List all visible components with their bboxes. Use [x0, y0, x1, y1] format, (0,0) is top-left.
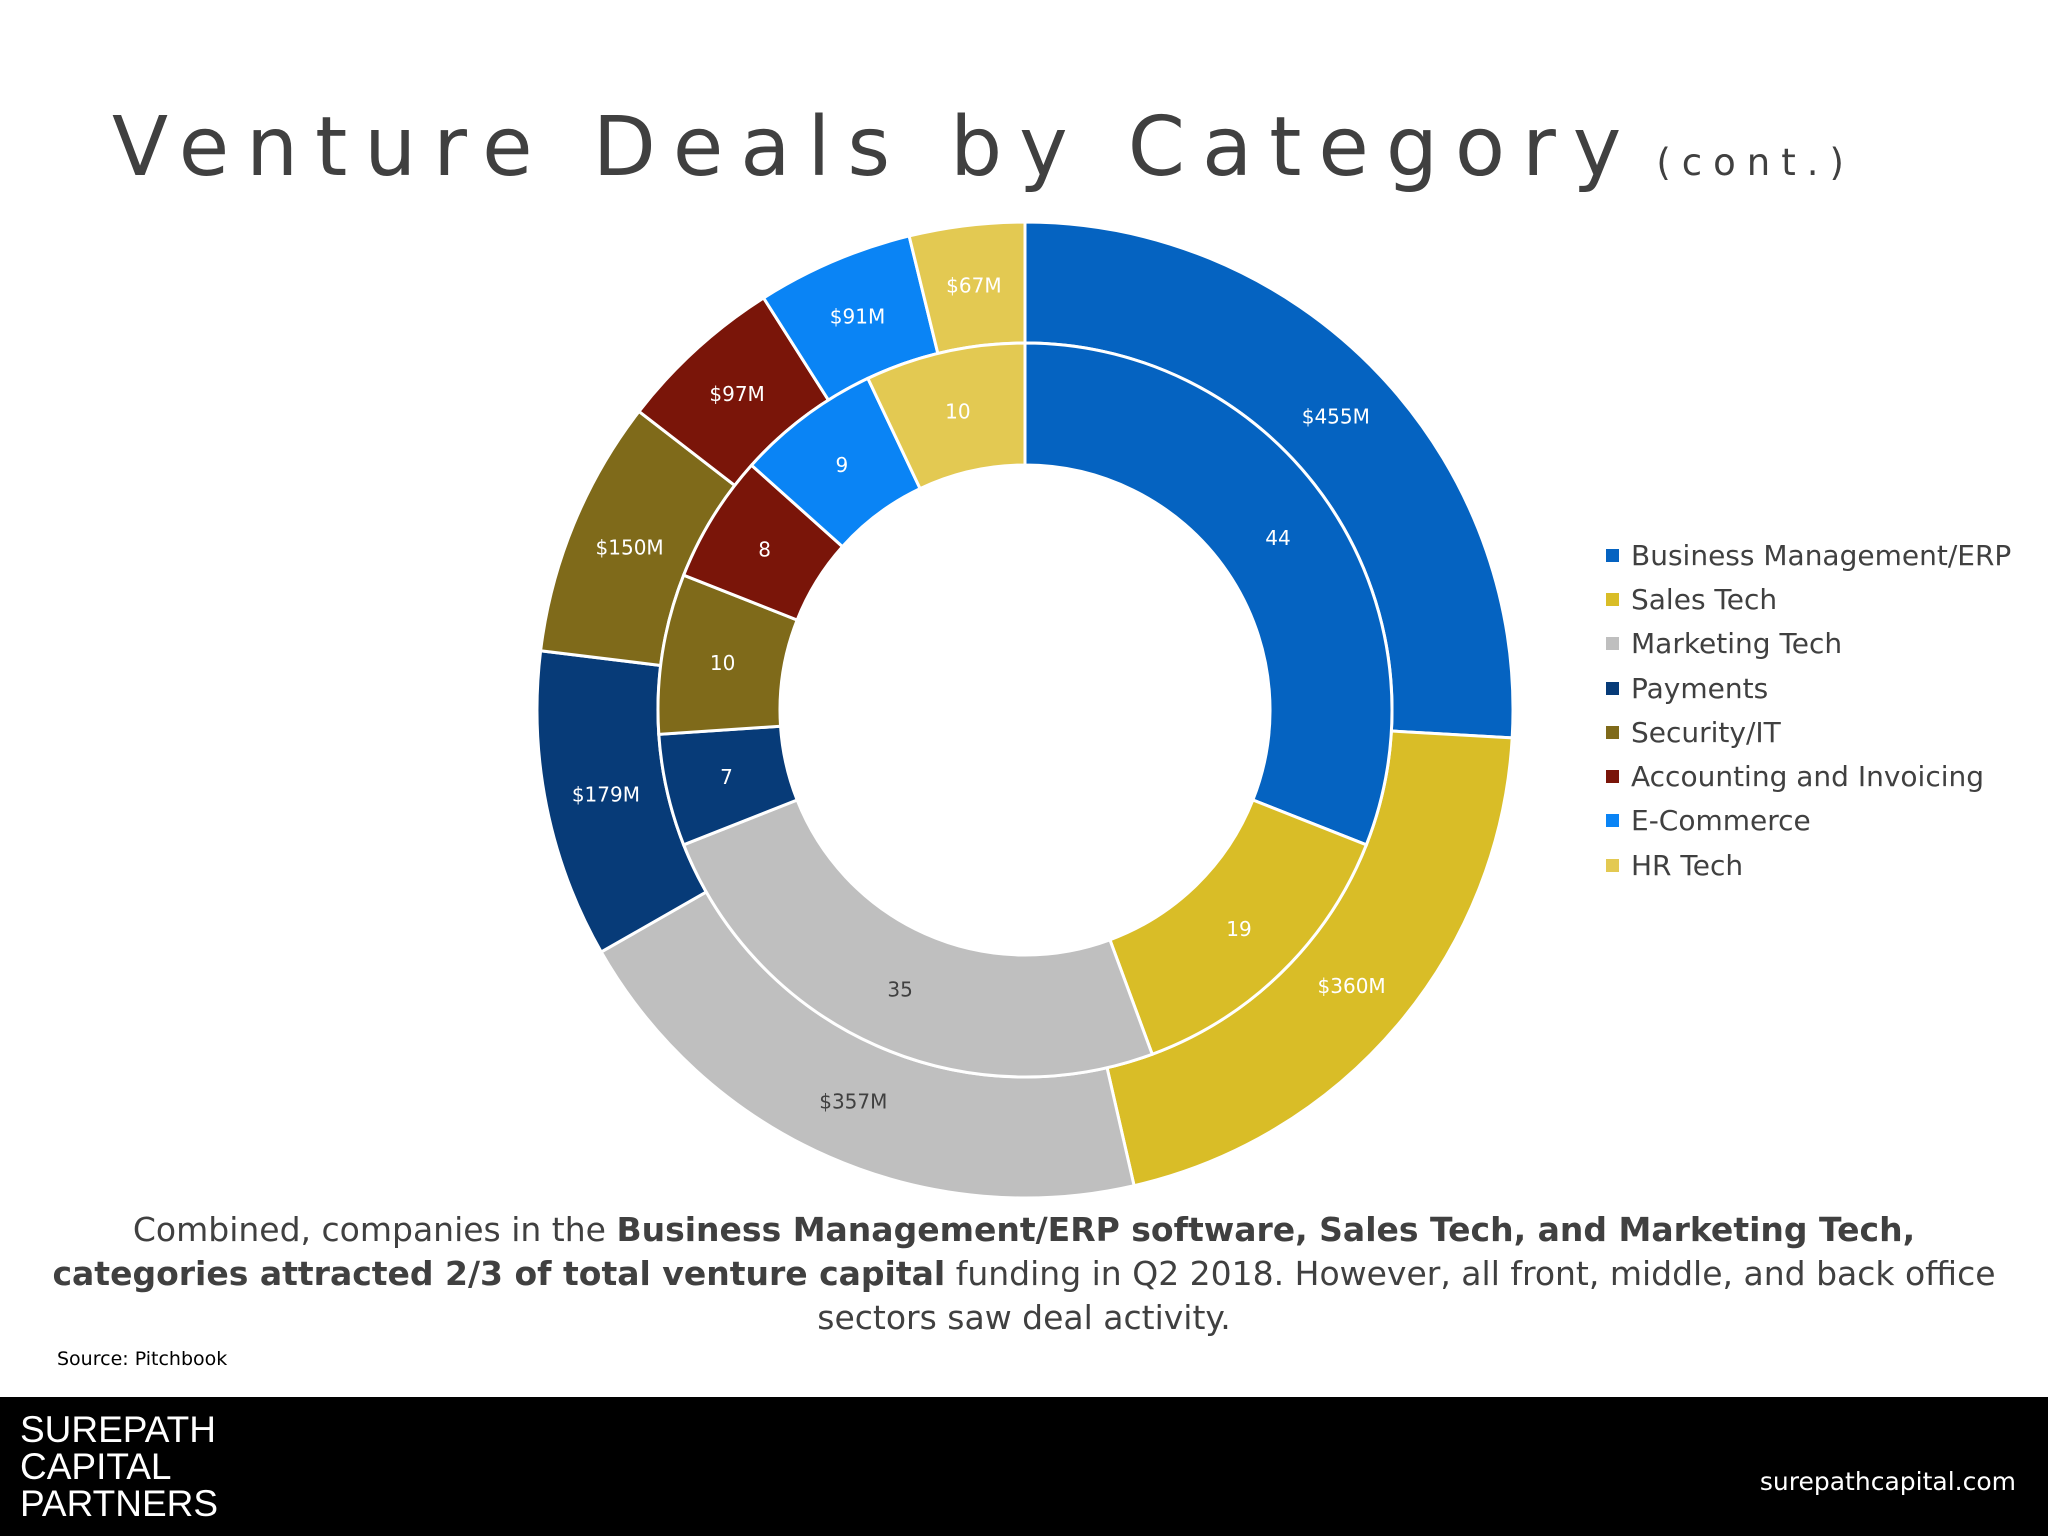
- legend-item-accounting-and-invoicing: Accounting and Invoicing: [1606, 754, 2011, 798]
- legend-item-security-it: Security/IT: [1606, 710, 2011, 754]
- logo-line-3: PARTNERS: [20, 1483, 219, 1524]
- summary-caption: Combined, companies in the Business Mana…: [40, 1208, 2008, 1340]
- source-note: Source: Pitchbook: [57, 1348, 228, 1370]
- website-url: surepathcapital.com: [1759, 1467, 2016, 1496]
- inner-label-security-it: 10: [710, 651, 735, 675]
- title-suffix: (cont.): [1656, 141, 1855, 184]
- legend-swatch: [1606, 681, 1619, 695]
- inner-ring: [656, 341, 1394, 1079]
- inner-label-marketing-tech: 35: [887, 977, 912, 1001]
- legend-label: HR Tech: [1631, 848, 1744, 882]
- caption-bold-text: Business Management/ERP software, Sales …: [52, 1210, 1916, 1293]
- legend-label: Accounting and Invoicing: [1631, 760, 1985, 794]
- outer-label-accounting-and-invoicing: $97M: [709, 382, 764, 406]
- logo-line-1: SUREPATH: [20, 1409, 216, 1450]
- logo-line-2: CAPITAL: [20, 1446, 172, 1487]
- legend-item-hr-tech: HR Tech: [1606, 843, 2011, 887]
- inner-label-accounting-and-invoicing: 8: [758, 537, 771, 561]
- inner-slice-business-management-erp: [1023, 341, 1394, 847]
- slide-title: Venture Deals by Category (cont.): [112, 100, 1855, 195]
- outer-label-sales-tech: $360M: [1318, 974, 1386, 998]
- legend-swatch: [1606, 637, 1619, 651]
- outer-label-hr-tech: $67M: [946, 274, 1001, 298]
- footer-bar: SUREPATH CAPITAL PARTNERS surepathcapita…: [0, 1397, 2048, 1536]
- outer-ring: [535, 220, 1515, 1200]
- legend-swatch: [1606, 592, 1619, 606]
- legend-label: Security/IT: [1631, 715, 1781, 749]
- legend-swatch: [1606, 814, 1619, 828]
- outer-label-security-it: $150M: [596, 535, 664, 559]
- inner-label-hr-tech: 10: [945, 399, 970, 423]
- inner-label-sales-tech: 19: [1226, 917, 1251, 941]
- outer-label-payments: $179M: [572, 782, 640, 806]
- company-logo: SUREPATH CAPITAL PARTNERS: [20, 1411, 218, 1522]
- caption-text-1: Combined, companies in the: [132, 1210, 617, 1249]
- legend-label: Business Management/ERP: [1631, 538, 2012, 572]
- legend-label: E-Commerce: [1631, 804, 1811, 838]
- legend-label: Sales Tech: [1631, 582, 1778, 616]
- outer-label-e-commerce: $91M: [830, 305, 885, 329]
- outer-label-marketing-tech: $357M: [819, 1090, 887, 1114]
- legend-item-business-management-erp: Business Management/ERP: [1606, 533, 2011, 577]
- legend-label: Payments: [1631, 671, 1769, 705]
- legend-item-marketing-tech: Marketing Tech: [1606, 622, 2011, 666]
- legend-swatch: [1606, 858, 1619, 872]
- outer-label-business-management-erp: $455M: [1302, 404, 1370, 428]
- legend-swatch: [1606, 548, 1619, 562]
- legend-swatch: [1606, 770, 1619, 784]
- legend-item-e-commerce: E-Commerce: [1606, 799, 2011, 843]
- title-main: Venture Deals by Category: [112, 100, 1639, 195]
- legend-item-payments: Payments: [1606, 666, 2011, 710]
- caption-text-2: funding in Q2 2018. However, all front, …: [817, 1254, 1996, 1337]
- inner-label-business-management-erp: 44: [1265, 526, 1290, 550]
- inner-slice-hr-tech: [865, 341, 1027, 491]
- legend-label: Marketing Tech: [1631, 627, 1843, 661]
- legend-item-sales-tech: Sales Tech: [1606, 577, 2011, 621]
- inner-slice-marketing-tech: [681, 798, 1155, 1079]
- inner-label-e-commerce: 9: [836, 453, 849, 477]
- data-labels: 44 19 35 7 10 8 9 10 $455M $360M $357M $179M $150M $9…: [572, 274, 1386, 1114]
- legend-swatch: [1606, 725, 1619, 739]
- chart-legend: Business Management/ERP Sales Tech Marketi…: [1606, 533, 2011, 887]
- inner-label-payments: 7: [720, 765, 733, 789]
